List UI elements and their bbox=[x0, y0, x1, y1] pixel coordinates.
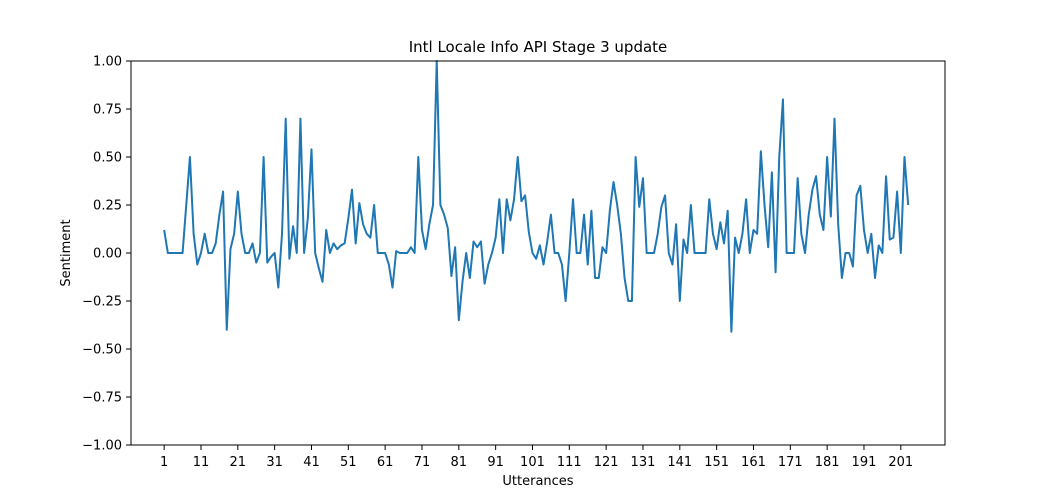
y-tick-label: −0.50 bbox=[82, 343, 122, 358]
y-axis: −1.00 −0.75 −0.50 −0.25 0.00 0.25 0.50 0.75 1.00 bbox=[82, 55, 131, 454]
x-tick-label: 101 bbox=[520, 455, 545, 470]
x-tick-label: 41 bbox=[303, 455, 320, 470]
x-tick-label: 61 bbox=[377, 455, 394, 470]
y-tick-label: −0.25 bbox=[82, 295, 122, 310]
y-tick-label: 0.25 bbox=[93, 199, 122, 214]
series-line-0 bbox=[163, 60, 910, 333]
x-tick-label: 131 bbox=[631, 455, 656, 470]
x-tick-label: 91 bbox=[487, 455, 504, 470]
x-tick-label: 151 bbox=[704, 455, 729, 470]
y-tick-label: −0.75 bbox=[82, 391, 122, 406]
x-tick-label: 11 bbox=[193, 455, 210, 470]
y-tick-label: 0.75 bbox=[93, 103, 122, 118]
x-tick-label: 181 bbox=[815, 455, 840, 470]
x-tick-label: 1 bbox=[160, 455, 168, 470]
x-axis-label: Utterances bbox=[502, 474, 573, 489]
x-axis: 1 11 21 31 41 51 61 71 81 91 101 111 121 131 141 151 161… bbox=[160, 445, 913, 470]
x-tick-label: 201 bbox=[888, 455, 913, 470]
x-tick-label: 161 bbox=[741, 455, 766, 470]
plot-area bbox=[163, 60, 910, 333]
x-tick-label: 31 bbox=[266, 455, 283, 470]
x-tick-label: 81 bbox=[451, 455, 468, 470]
y-tick-label: 1.00 bbox=[93, 55, 122, 70]
x-tick-label: 21 bbox=[230, 455, 247, 470]
x-tick-label: 51 bbox=[340, 455, 357, 470]
x-tick-label: 111 bbox=[557, 455, 582, 470]
x-tick-label: 141 bbox=[667, 455, 692, 470]
chart-title: Intl Locale Info API Stage 3 update bbox=[409, 38, 668, 56]
y-tick-label: −1.00 bbox=[82, 439, 122, 454]
y-tick-label: 0.50 bbox=[93, 151, 122, 166]
x-tick-label: 171 bbox=[778, 455, 803, 470]
x-tick-label: 71 bbox=[414, 455, 431, 470]
y-axis-label: Sentiment bbox=[59, 219, 74, 286]
x-tick-label: 191 bbox=[852, 455, 877, 470]
x-tick-label: 121 bbox=[594, 455, 619, 470]
y-tick-label: 0.00 bbox=[93, 247, 122, 262]
